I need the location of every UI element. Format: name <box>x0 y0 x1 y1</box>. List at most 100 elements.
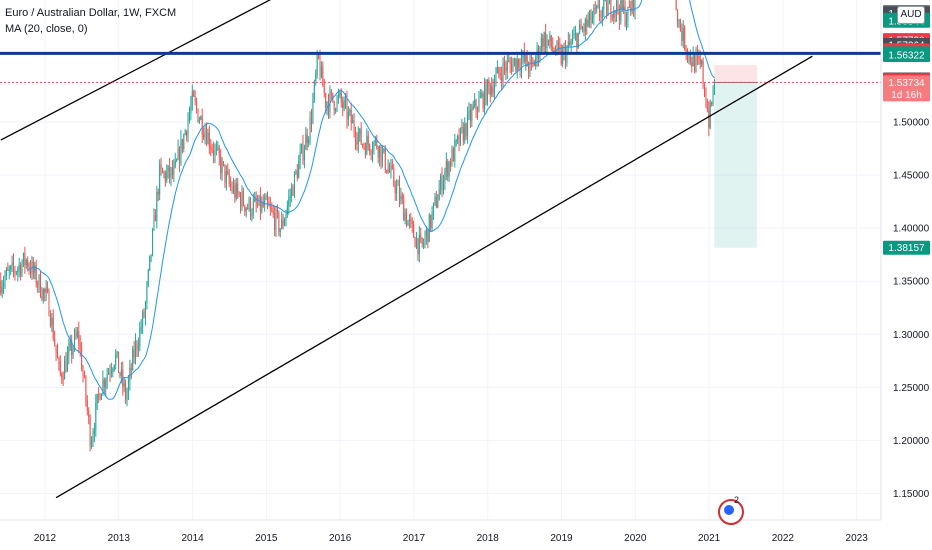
candle-body <box>420 234 422 238</box>
candle-body <box>278 212 280 232</box>
candle-body <box>503 62 505 68</box>
candle-body <box>120 369 122 377</box>
candle-body <box>159 164 161 195</box>
take-profit-zone[interactable] <box>714 82 758 248</box>
candle-body <box>39 275 41 297</box>
candle-body <box>3 282 5 287</box>
candle-body <box>164 172 166 181</box>
candle-body <box>481 93 483 97</box>
candle-body <box>92 434 94 443</box>
candle-body <box>174 161 176 167</box>
candle-body <box>255 198 257 205</box>
candle-body <box>56 352 58 359</box>
candle-body <box>59 361 61 374</box>
candle-body <box>10 265 12 270</box>
candle-body <box>326 102 328 108</box>
channel-line-upper[interactable] <box>0 0 702 141</box>
stop-loss-zone[interactable] <box>714 65 758 83</box>
candle-body <box>323 86 325 94</box>
candle-body <box>589 10 591 21</box>
candle-body <box>17 268 19 273</box>
candle-body <box>474 100 476 107</box>
candle-body <box>625 20 627 25</box>
candle-body <box>74 333 76 349</box>
candle-body <box>577 32 579 48</box>
candle-body <box>448 161 450 177</box>
candle-body <box>505 67 507 72</box>
channel-line-lower[interactable] <box>55 55 813 499</box>
candle-body <box>310 117 312 123</box>
candle-body <box>299 152 301 162</box>
candle-body <box>100 394 102 400</box>
candle-body <box>624 5 626 25</box>
candle-body <box>396 185 398 194</box>
candle-body <box>196 101 198 109</box>
candle-body <box>394 184 396 194</box>
candle-body <box>157 191 159 195</box>
trend-channel[interactable] <box>0 0 813 499</box>
candle-body <box>223 161 225 165</box>
candle-body <box>506 61 508 72</box>
candle-body <box>291 186 293 197</box>
candle-body <box>349 110 351 112</box>
candle-body <box>225 171 227 183</box>
candle-body <box>400 195 402 201</box>
candle-body <box>547 39 549 42</box>
candle-body <box>699 58 701 65</box>
candle-body <box>610 0 612 18</box>
candle-body <box>677 9 679 23</box>
candle-body <box>679 20 681 31</box>
candle-body <box>319 57 321 78</box>
candle-body <box>530 58 532 62</box>
candle-body <box>403 199 405 221</box>
candle-body <box>434 197 436 203</box>
candle-body <box>227 171 229 174</box>
candle-body <box>603 0 605 10</box>
candle-body <box>601 9 603 18</box>
candle-body <box>149 255 151 270</box>
candle-body <box>301 144 303 153</box>
candle-body <box>11 262 13 266</box>
candle-body <box>153 215 155 230</box>
candle-body <box>569 41 571 45</box>
candle-body <box>608 0 610 4</box>
candle-body <box>103 379 105 388</box>
candle-body <box>252 201 254 214</box>
candle-body <box>407 220 409 226</box>
candle-body <box>241 191 243 208</box>
candle-body <box>489 85 491 95</box>
candle-body <box>404 213 406 221</box>
candle-body <box>543 32 545 47</box>
candle-body <box>708 110 710 128</box>
candle-body <box>498 67 500 74</box>
candle-body <box>494 83 496 94</box>
candle-body <box>231 186 233 192</box>
candle-body <box>315 73 317 82</box>
time-axis-panel[interactable] <box>0 520 881 550</box>
candle-body <box>232 185 234 192</box>
candle-body <box>333 101 335 111</box>
candle-body <box>140 327 142 329</box>
candle-body <box>574 33 576 35</box>
candle-body <box>340 92 342 102</box>
candle-body <box>335 109 337 111</box>
candle-body <box>522 52 524 58</box>
candle-body <box>353 120 355 133</box>
candle-body <box>85 376 87 401</box>
candle-body <box>417 238 419 255</box>
candle-body <box>184 130 186 135</box>
candle-body <box>437 200 439 208</box>
candle-body <box>207 132 209 145</box>
candle-body <box>455 139 457 141</box>
candle-body <box>238 192 240 196</box>
candle-body <box>442 180 444 192</box>
candle-body <box>201 116 203 135</box>
candle-body <box>705 94 707 107</box>
candle-body <box>387 168 389 173</box>
candle-body <box>152 229 154 255</box>
candle-body <box>678 20 680 23</box>
currency-badge[interactable]: AUD <box>897 6 925 24</box>
candle-body <box>529 58 531 72</box>
logo-badge: 2 <box>734 495 740 505</box>
